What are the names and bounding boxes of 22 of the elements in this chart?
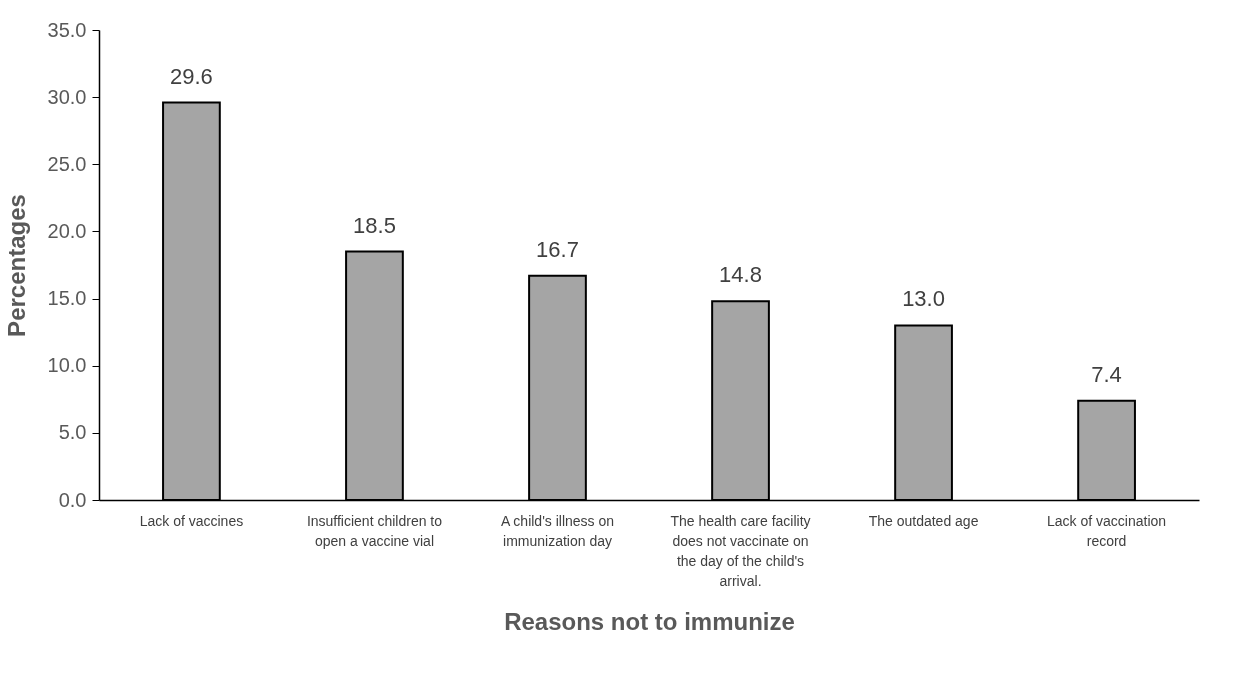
data-label: 13.0 — [902, 286, 945, 312]
y-tick-label: 15.0 — [47, 287, 87, 310]
data-label: 29.6 — [170, 63, 213, 89]
x-tick-label: A child's illness on immunization day — [500, 512, 615, 549]
data-label: 7.4 — [1091, 361, 1122, 387]
y-tick-label: 0.0 — [58, 488, 87, 511]
y-tick-label: 20.0 — [47, 219, 87, 242]
x-tick-label: The outdated age — [868, 512, 979, 529]
y-tick-label: 5.0 — [58, 421, 87, 444]
data-label: 18.5 — [353, 212, 396, 238]
x-tick-label: Insufficient children to open a vaccine vial — [306, 512, 443, 549]
x-tick-label: The health care facility does not vaccinate on the day of the child's arrival. — [670, 512, 811, 589]
x-tick-label: Lack of vaccines — [139, 512, 244, 529]
x-axis-title: Reasons not to immunize — [504, 607, 795, 635]
data-label: 14.8 — [719, 262, 762, 288]
y-tick-label: 35.0 — [47, 18, 87, 41]
y-tick-label: 10.0 — [47, 354, 87, 377]
y-axis-title: Percentages — [2, 194, 30, 337]
data-label: 16.7 — [536, 236, 579, 262]
y-tick-label: 25.0 — [47, 152, 87, 175]
y-tick-label: 30.0 — [47, 85, 87, 108]
x-tick-label: Lack of vaccination record — [1047, 512, 1167, 549]
